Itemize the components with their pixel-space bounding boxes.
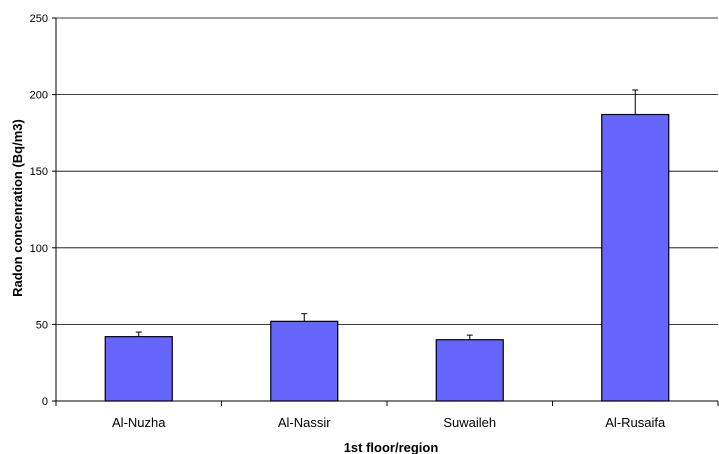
bar <box>270 320 339 402</box>
y-tick-label: 0 <box>42 396 48 408</box>
category-label: Al-Nassir <box>278 415 331 430</box>
category-label: Suwaileh <box>443 415 496 430</box>
y-tick-label: 200 <box>30 90 48 102</box>
y-tick-label: 100 <box>30 243 48 255</box>
x-axis-title: 1st floor/region <box>344 440 439 454</box>
bar <box>435 339 504 402</box>
y-tick-label: 250 <box>30 13 48 25</box>
y-tick-label: 150 <box>30 166 48 178</box>
category-label: Al-Nuzha <box>112 415 166 430</box>
category-labels: Al-Nuzha Al-Nassir Suwaileh Al-Rusaifa <box>112 415 666 430</box>
category-label: Al-Rusaifa <box>605 415 666 430</box>
y-tick-label: 50 <box>36 319 48 331</box>
error-bars <box>135 89 639 340</box>
y-axis-title: Radon concenration (Bq/m3) <box>10 119 25 297</box>
bar <box>601 113 670 402</box>
bars <box>104 113 670 402</box>
y-axis-ticks: 0 50 100 150 200 250 <box>30 13 56 408</box>
bar <box>104 336 173 402</box>
x-axis-ticks <box>55 401 719 406</box>
